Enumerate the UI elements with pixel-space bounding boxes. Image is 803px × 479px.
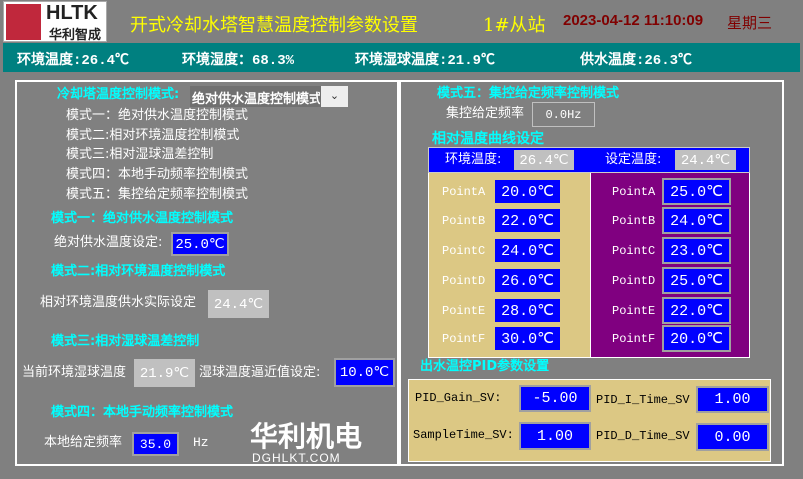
- curve-point-input[interactable]: 26.0℃: [493, 267, 562, 294]
- curve-point-label: PointD: [442, 274, 486, 288]
- weekday: 星期三: [727, 14, 773, 32]
- curve-point-label: PointC: [442, 244, 486, 258]
- mode-list-item: 模式三:相对湿球温差控制: [66, 147, 214, 162]
- curve-header-band: 环境温度: 26.4℃ 设定温度: 24.4℃: [428, 147, 750, 173]
- curve-set-label: 设定温度:: [605, 152, 662, 167]
- curve-point-label: PointB: [442, 214, 486, 228]
- pid-sample-input[interactable]: 1.00: [519, 422, 591, 450]
- page-title: 开式冷却水塔智慧温度控制参数设置: [130, 15, 418, 36]
- left-panel: [15, 80, 399, 466]
- logo-sub: 华利智成: [49, 28, 102, 43]
- mode1-setpoint-input[interactable]: 25.0℃: [171, 232, 229, 256]
- status-env-humidity: 环境湿度：68.3%: [182, 53, 295, 69]
- curve-title: 相对温度曲线设定: [432, 131, 544, 147]
- pid-panel: PID_Gain_SV: -5.00 PID_I_Time_SV 1.00 Sa…: [408, 379, 771, 462]
- mode5-title: 模式五：集控给定频率控制模式: [437, 86, 620, 101]
- curve-env-value: 26.4℃: [514, 150, 574, 170]
- mode-list-item: 模式五：集控给定频率控制模式: [66, 187, 249, 202]
- mode3-approach-label: 湿球温度逼近值设定:: [199, 365, 321, 380]
- curve-point-label: PointB: [612, 214, 656, 228]
- mode-list-item: 模式四：本地手动频率控制模式: [66, 167, 249, 182]
- mode-list-item: 模式一：绝对供水温度控制模式: [66, 108, 249, 123]
- curve-point-input[interactable]: 30.0℃: [493, 325, 562, 352]
- mode3-wetbulb-label: 当前环境湿球温度: [22, 365, 127, 380]
- pid-itime-input[interactable]: 1.00: [696, 386, 769, 413]
- pid-sample-label: SampleTime_SV:: [413, 428, 514, 442]
- mode3-wetbulb-value: 21.9℃: [134, 359, 195, 387]
- pid-itime-label: PID_I_Time_SV: [596, 393, 690, 407]
- mode-select-label: 冷却塔温度控制模式:: [57, 87, 180, 102]
- curve-point-input[interactable]: 23.0℃: [662, 237, 731, 264]
- curve-env-label: 环境温度:: [445, 152, 502, 167]
- mode2-label: 相对环境温度供水实际设定: [40, 295, 197, 310]
- mode-select[interactable]: 绝对供水温度控制模式 ⌄: [190, 86, 348, 107]
- curve-point-input[interactable]: 25.0℃: [662, 267, 731, 294]
- mode2-actual-value: 24.4℃: [208, 290, 269, 318]
- mode4-frequency-input[interactable]: 35.0: [132, 432, 179, 456]
- pid-dtime-label: PID_D_Time_SV: [596, 429, 690, 443]
- curve-point-input[interactable]: 28.0℃: [493, 297, 562, 324]
- curve-point-label: PointD: [612, 274, 656, 288]
- mode4-unit: Hz: [193, 435, 209, 450]
- pid-title: 出水温控PID参数设置: [420, 359, 550, 374]
- logo-text: HLTK: [46, 2, 98, 24]
- curve-point-label: PointE: [612, 304, 656, 318]
- mode4-title: 模式四：本地手动频率控制模式: [51, 405, 234, 420]
- mode5-frequency-value: 0.0Hz: [532, 102, 595, 127]
- curve-point-label: PointC: [612, 244, 656, 258]
- status-supply-temp: 供水温度:26.3℃: [580, 53, 693, 69]
- pid-gain-input[interactable]: -5.00: [519, 385, 591, 412]
- pid-gain-label: PID_Gain_SV:: [415, 391, 502, 405]
- curve-point-input[interactable]: 24.0℃: [662, 207, 731, 234]
- mode3-title: 模式三:相对湿球温差控制: [51, 334, 200, 349]
- mode1-title: 模式一：绝对供水温度控制模式: [51, 211, 234, 226]
- curve-point-input[interactable]: 20.0℃: [493, 178, 562, 205]
- curve-set-value: 24.4℃: [675, 150, 736, 170]
- watermark-cn: 华利机电: [250, 420, 363, 453]
- watermark-en: DGHLKT.COM: [252, 451, 341, 465]
- curve-point-input[interactable]: 22.0℃: [493, 207, 562, 234]
- mode5-label: 集控给定频率: [446, 106, 525, 121]
- chevron-down-icon[interactable]: ⌄: [321, 86, 348, 107]
- pid-dtime-input[interactable]: 0.00: [696, 423, 769, 451]
- right-panel: [399, 80, 784, 466]
- status-wetbulb: 环境湿球温度:21.9℃: [355, 53, 496, 69]
- curve-point-input[interactable]: 24.0℃: [493, 237, 562, 264]
- mode2-title: 模式二:相对环境温度控制模式: [51, 264, 226, 279]
- curve-point-input[interactable]: 22.0℃: [662, 297, 731, 324]
- curve-point-label: PointE: [442, 304, 486, 318]
- mode1-label: 绝对供水温度设定:: [54, 235, 163, 250]
- curve-point-label: PointA: [612, 185, 656, 199]
- curve-point-input[interactable]: 20.0℃: [662, 325, 731, 352]
- status-bar: 环境温度:26.4℃ 环境湿度：68.3% 环境湿球温度:21.9℃ 供水温度:…: [3, 43, 800, 72]
- datetime: 2023-04-12 11:10:09: [563, 12, 704, 29]
- mode-list-item: 模式二:相对环境温度控制模式: [66, 128, 240, 143]
- logo: HLTK 华利智成: [3, 1, 107, 43]
- curve-point-label: PointF: [442, 332, 486, 346]
- status-env-temp: 环境温度:26.4℃: [17, 53, 130, 69]
- mode3-approach-input[interactable]: 10.0℃: [334, 358, 395, 387]
- mode-select-value: 绝对供水温度控制模式: [192, 92, 320, 107]
- logo-mark: [6, 4, 41, 40]
- curve-point-label: PointF: [612, 332, 656, 346]
- station-label: 1#从站: [483, 15, 546, 36]
- mode4-label: 本地给定频率: [44, 435, 123, 450]
- curve-point-label: PointA: [442, 185, 486, 199]
- curve-point-input[interactable]: 25.0℃: [662, 178, 731, 205]
